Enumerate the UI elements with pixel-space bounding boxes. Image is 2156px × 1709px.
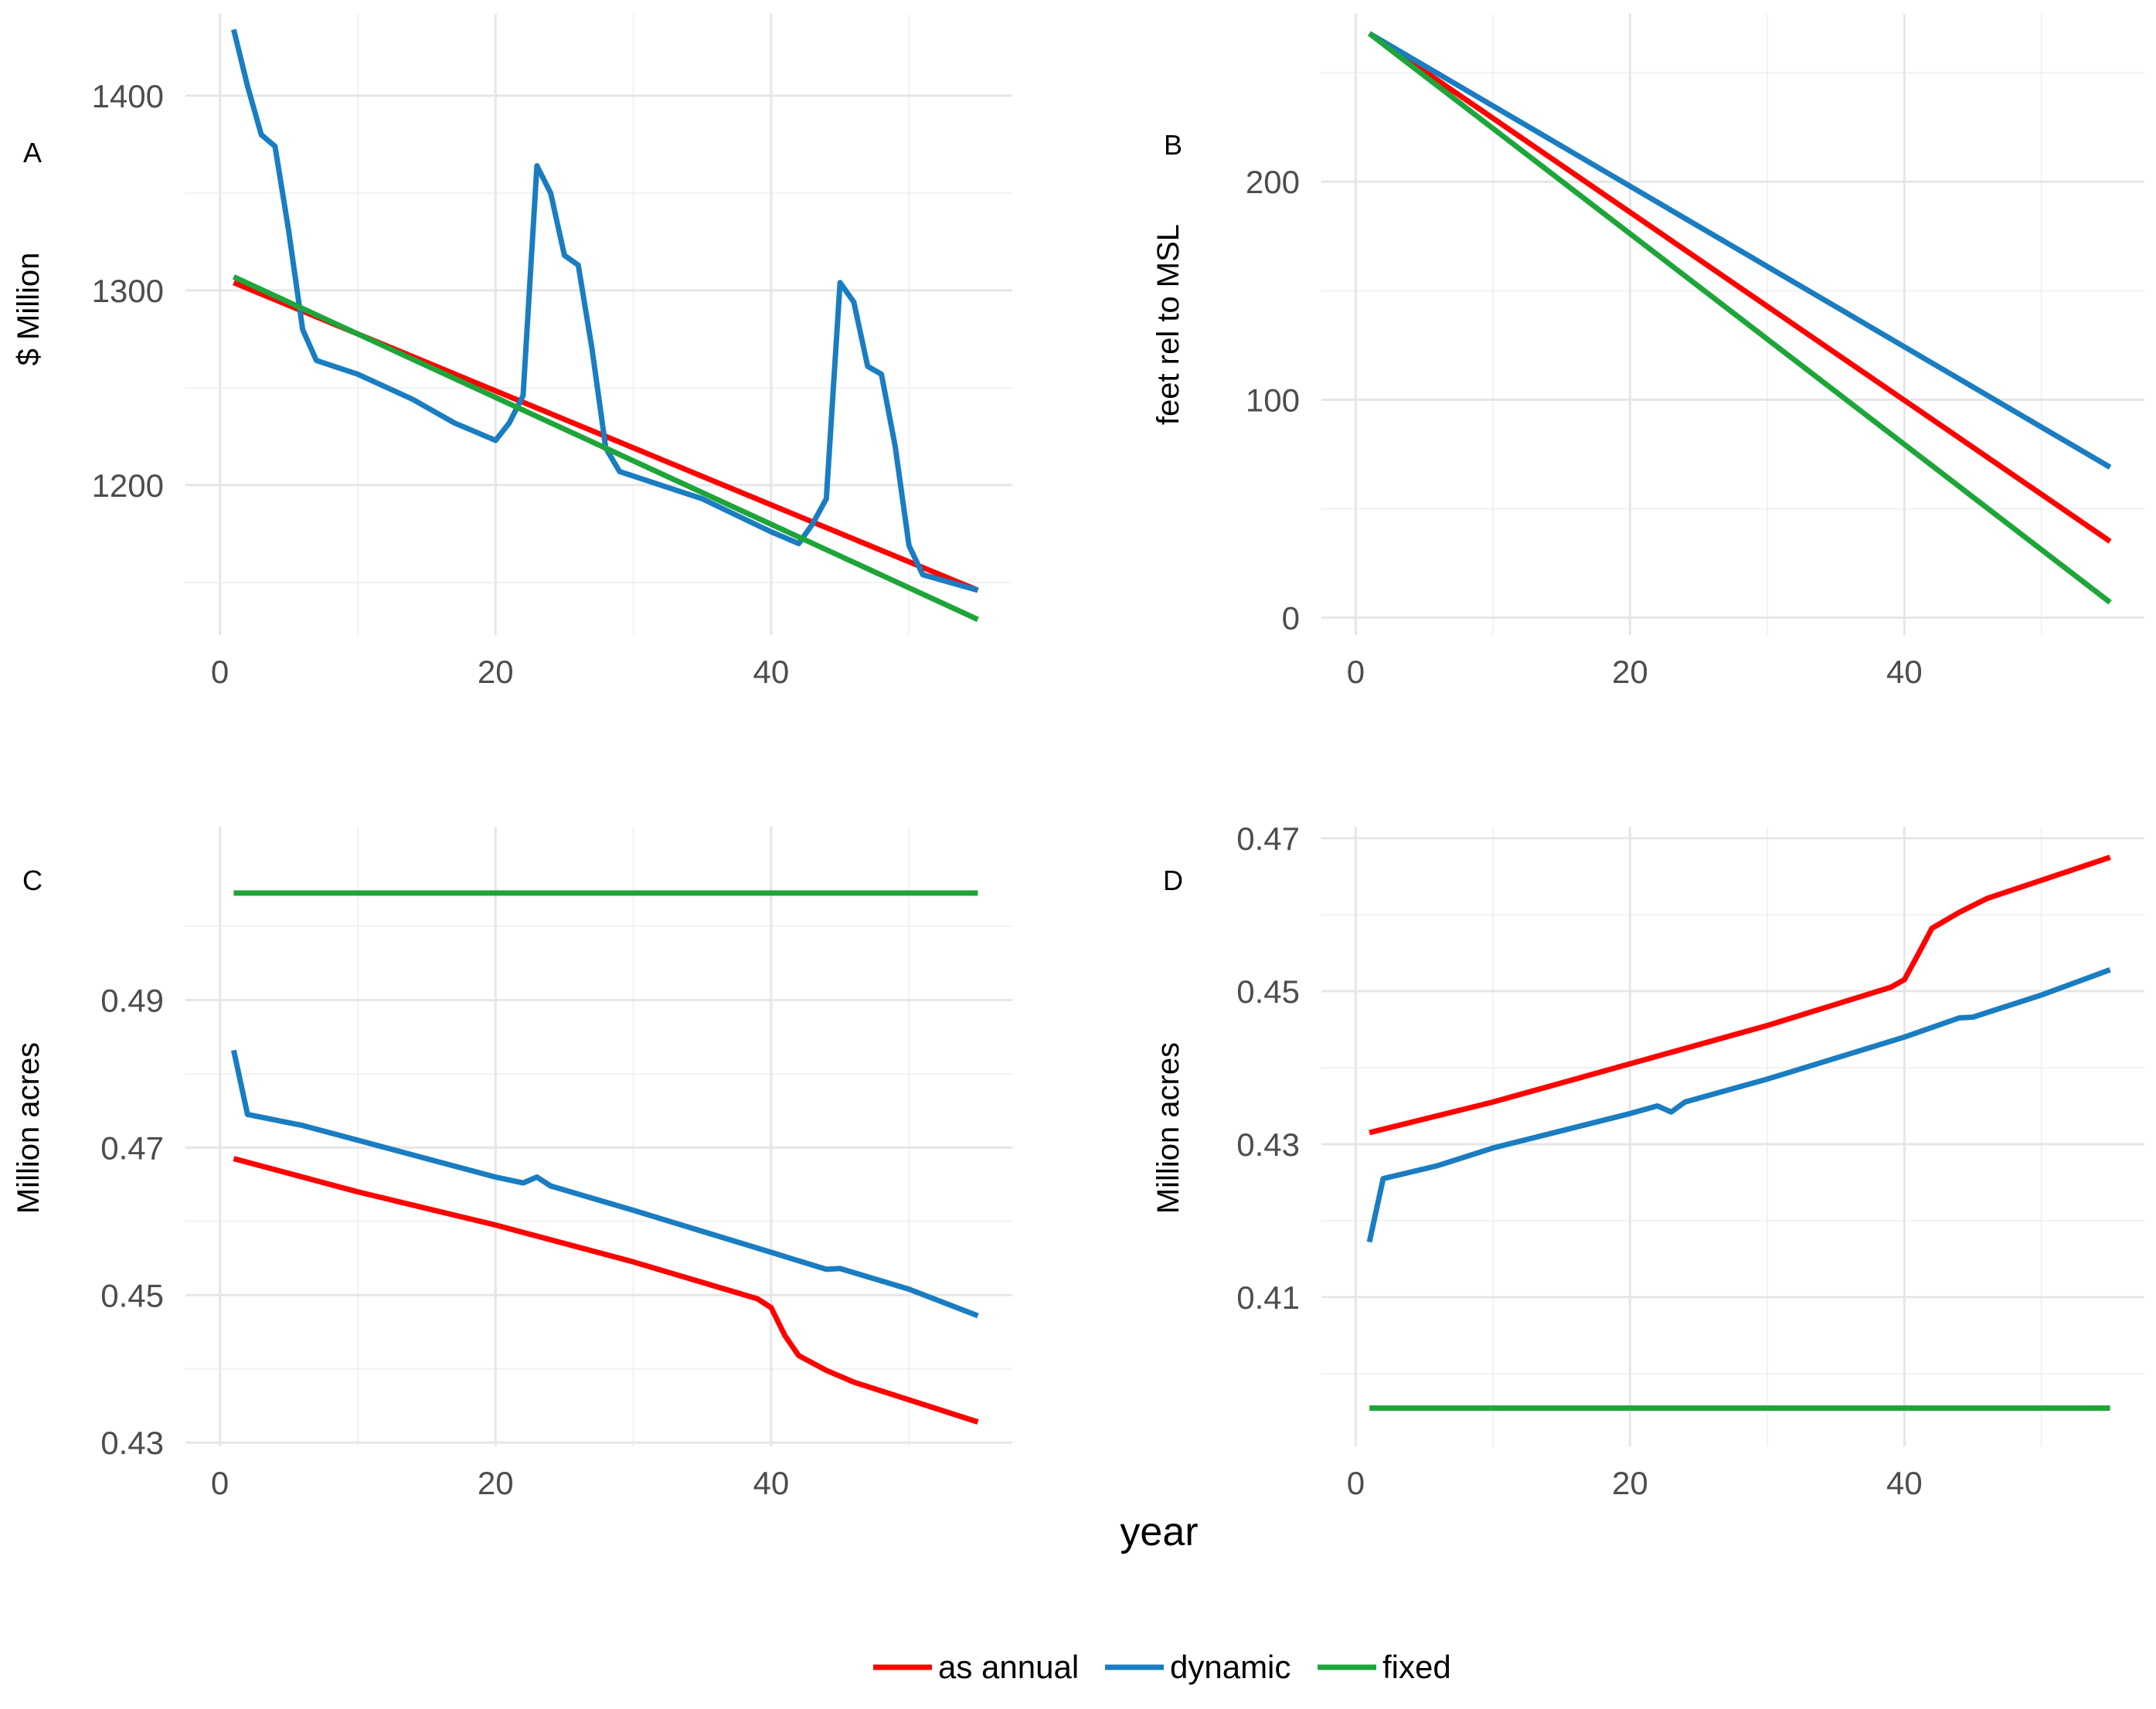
x-tick-label: 40: [753, 1465, 790, 1501]
shared-x-axis-label: year: [1120, 1510, 1198, 1554]
x-tick-label: 0: [1347, 654, 1365, 690]
y-tick-label: 0.45: [100, 1277, 164, 1313]
x-tick-label: 0: [211, 1465, 229, 1501]
y-tick-label: 1200: [92, 467, 164, 504]
series-line-dynamic: [231, 29, 979, 593]
y-tick-label: 0.43: [100, 1425, 164, 1461]
y-tick-label: 0.45: [1236, 973, 1300, 1010]
legend-label-fixed: fixed: [1382, 1649, 1451, 1685]
series-line-dynamic: [1368, 31, 2112, 470]
panel-c: 0 20 40 0.43 0.45 0.47 0.49 C Million acres: [12, 827, 1012, 1501]
y-tick-label: 0.47: [1236, 821, 1300, 857]
y-tick-label: 1300: [92, 273, 164, 309]
x-tick-label: 20: [1612, 1465, 1648, 1501]
panel-a: 0 20 40 1200 1300 1400 A $ Million: [12, 14, 1012, 690]
panel-label: B: [1164, 129, 1182, 161]
series-line-fixed: [1367, 31, 2112, 605]
legend-label-as-annual: as annual: [938, 1649, 1079, 1685]
y-tick-label: 0.47: [100, 1130, 164, 1166]
panel-label: C: [22, 865, 43, 896]
panel-label: D: [1163, 865, 1183, 896]
x-tick-label: 0: [1347, 1465, 1365, 1501]
legend: as annual dynamic fixed: [873, 1649, 1451, 1685]
x-tick-label: 40: [1886, 654, 1923, 690]
series-line-dynamic: [1366, 967, 2111, 1243]
series-line-dynamic: [230, 1049, 979, 1319]
y-tick-label: 0.43: [1236, 1126, 1300, 1163]
y-tick-label: 200: [1246, 164, 1300, 200]
series-line-fixed: [232, 274, 979, 622]
y-axis-label: $ Million: [12, 253, 46, 366]
x-tick-label: 20: [1612, 654, 1648, 690]
x-tick-label: 40: [753, 654, 790, 690]
legend-label-dynamic: dynamic: [1170, 1649, 1291, 1685]
series-line-as-annual: [1368, 31, 2112, 544]
x-tick-label: 20: [478, 1465, 514, 1501]
y-tick-label: 1400: [92, 78, 164, 114]
y-tick-label: 100: [1246, 382, 1300, 418]
x-tick-label: 20: [478, 654, 514, 690]
panel-label: A: [23, 137, 42, 168]
y-tick-label: 0: [1282, 600, 1300, 636]
x-tick-label: 40: [1886, 1465, 1923, 1501]
y-tick-label: 0.49: [100, 982, 164, 1018]
series-line-as-annual: [233, 1156, 979, 1425]
series-line-as-annual: [1369, 854, 2111, 1136]
y-axis-label: Million acres: [12, 1042, 46, 1214]
panel-d: 0 20 40 0.41 0.43 0.45 0.47 D Million acres: [1151, 821, 2144, 1501]
y-axis-label: feet rel to MSL: [1151, 224, 1185, 425]
y-tick-label: 0.41: [1236, 1279, 1300, 1316]
x-tick-label: 0: [211, 654, 229, 690]
y-axis-label: Million acres: [1151, 1042, 1185, 1214]
